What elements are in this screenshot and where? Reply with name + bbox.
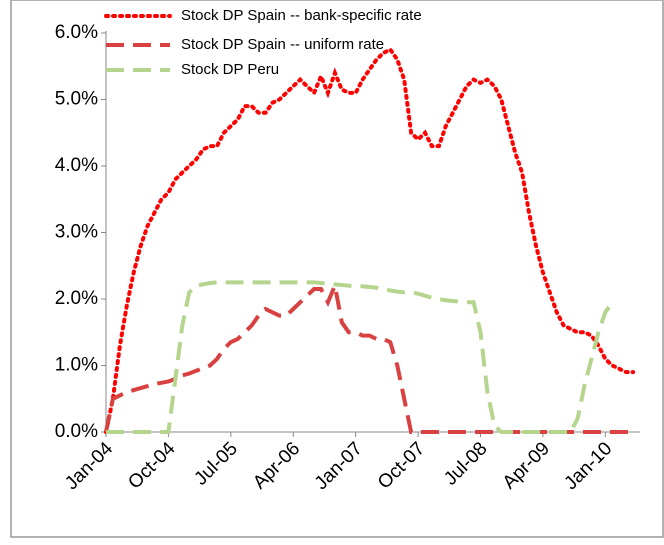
- y-tick-label: 3.0%: [55, 222, 98, 243]
- x-tick-label: Apr-06: [249, 438, 304, 493]
- y-tick-label: 1.0%: [55, 355, 98, 376]
- x-tick-label: Oct-04: [124, 438, 179, 493]
- x-tick-label: Oct-07: [374, 438, 429, 493]
- legend-label: Stock DP Spain -- uniform rate: [181, 36, 384, 53]
- y-tick-label: 5.0%: [55, 89, 98, 110]
- x-tick-label: Jan-07: [311, 438, 367, 494]
- legend-label: Stock DP Peru: [181, 61, 279, 78]
- legend-label: Stock DP Spain -- bank-specific rate: [181, 7, 422, 24]
- x-tick-label: Jul-05: [190, 438, 241, 489]
- frame: [10, 0, 664, 538]
- y-tick-label: 0.0%: [55, 421, 98, 442]
- x-tick-label: Jul-08: [440, 438, 491, 489]
- series-line: [106, 280, 614, 434]
- series-line: [104, 278, 634, 434]
- x-tick-label: Jan-04: [61, 438, 117, 494]
- y-tick-label: 2.0%: [55, 288, 98, 309]
- x-tick-label: Apr-09: [499, 438, 554, 493]
- y-tick-label: 6.0%: [55, 22, 98, 43]
- x-tick-label: Jan-10: [560, 438, 616, 494]
- y-tick-label: 4.0%: [55, 155, 98, 176]
- series-line: [104, 47, 636, 434]
